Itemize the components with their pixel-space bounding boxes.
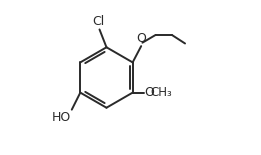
Text: O: O: [136, 32, 146, 45]
Text: CH₃: CH₃: [151, 86, 172, 99]
Text: HO: HO: [51, 111, 70, 124]
Text: O: O: [145, 86, 155, 99]
Text: Cl: Cl: [93, 15, 105, 28]
